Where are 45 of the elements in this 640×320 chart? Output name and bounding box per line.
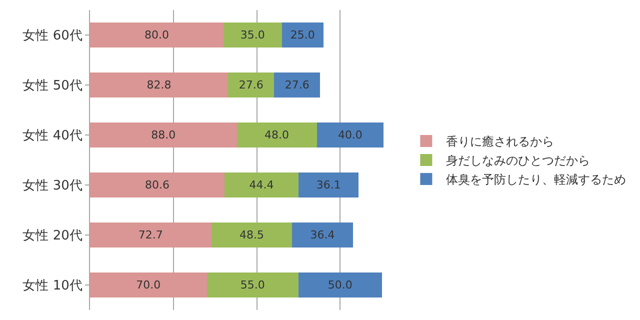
data-label: 72.7 <box>138 228 163 242</box>
data-label: 27.6 <box>238 78 264 92</box>
data-label: 80.6 <box>144 178 170 192</box>
bar <box>90 122 237 148</box>
data-label: 25.0 <box>290 28 315 42</box>
data-label: 80.0 <box>144 28 169 42</box>
bar <box>298 172 359 198</box>
bar <box>90 22 224 48</box>
data-label: 27.6 <box>284 78 310 92</box>
data-label: 70.0 <box>136 278 161 292</box>
bar <box>292 222 353 248</box>
y-tick-label: 女性 30代 <box>22 178 82 194</box>
legend-label: 香りに癒されるから <box>446 134 554 149</box>
bar <box>90 172 224 198</box>
legend-label: 体臭を予防したり、軽減するため <box>446 172 626 187</box>
data-label: 40.0 <box>338 128 362 142</box>
bar <box>211 222 292 248</box>
bar <box>206 272 298 298</box>
bar <box>316 122 384 148</box>
data-label: 50.0 <box>328 278 352 292</box>
data-label: 88.0 <box>151 128 176 142</box>
y-tick-label: 女性 20代 <box>22 228 82 244</box>
bar <box>224 172 298 198</box>
bar <box>90 272 207 298</box>
data-label: 44.4 <box>249 178 274 192</box>
data-label: 82.8 <box>146 78 172 92</box>
data-label: 36.1 <box>316 178 341 192</box>
data-label: 48.5 <box>239 228 264 242</box>
bar <box>298 272 382 298</box>
bar <box>274 72 320 98</box>
data-label: 48.0 <box>264 128 290 142</box>
bar <box>282 22 324 48</box>
bar <box>90 222 212 248</box>
y-tick-label: 女性 40代 <box>22 128 82 144</box>
data-label: 55.0 <box>240 278 265 292</box>
data-label: 36.4 <box>310 228 335 242</box>
bar <box>228 72 274 98</box>
bar <box>236 122 317 148</box>
y-tick-label: 女性 60代 <box>22 28 82 44</box>
bar <box>90 72 228 98</box>
y-tick-label: 女性 50代 <box>22 78 82 94</box>
legend-label: 身だしなみのひとつだから <box>446 154 590 168</box>
data-label: 35.0 <box>240 28 265 42</box>
bar <box>223 22 282 48</box>
y-tick-label: 女性 10代 <box>22 278 82 294</box>
